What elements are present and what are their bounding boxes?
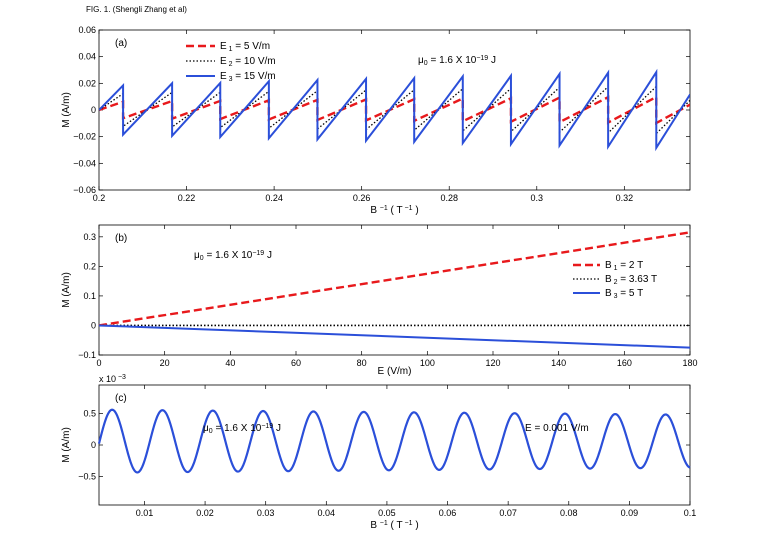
panel-c: 0.01 0.02 0.03 0.04 0.05 0.06 0.07 0.08 0.09 0.1 −… [61,374,696,531]
y-tick-label: 0.2 [83,261,96,271]
x-tick-label: 0.02 [196,508,214,518]
y-tick-label: −0.1 [78,350,96,360]
legend-label-e3: E 3 = 15 V/m [220,71,276,83]
x-tick-label: 0.01 [136,508,154,518]
e-annotation: E = 0.001 V/m [525,423,589,434]
y-multiplier: x 10 −3 [99,374,126,384]
legend-label-b2: B 2 = 3.63 T [605,274,657,286]
y-axis-label: M (A/m) [61,272,72,308]
x-tick-label: 0.04 [318,508,336,518]
x-tick-label: 0.07 [499,508,517,518]
x-axis-label: B −1 ( T −1 ) [370,520,418,531]
mu-annotation: μ0 = 1.6 X 10−19 J [194,250,272,262]
panel-label: (a) [115,38,127,49]
x-tick-label: 120 [485,358,500,368]
x-tick-label: 0.3 [531,193,544,203]
y-tick-label: 0 [91,320,96,330]
x-tick-label: 0.28 [440,193,458,203]
x-tick-label: 0.09 [621,508,639,518]
figure-caption: FIG. 1. (Shengli Zhang et al) [86,5,187,14]
x-tick-label: 0.2 [93,193,106,203]
series-line-b3 [98,324,691,349]
y-axis-label: M (A/m) [61,427,72,463]
plot-frame [98,29,691,191]
y-axis-label: M (A/m) [61,92,72,128]
x-axis-label: E (V/m) [378,366,412,377]
x-tick-label: 0.26 [353,193,371,203]
x-tick-label: 180 [682,358,697,368]
x-tick-label: 20 [160,358,170,368]
legend-label-b3: B 3 = 5 T [605,288,643,300]
x-tick-label: 160 [617,358,632,368]
y-tick-label: 0.5 [83,408,96,418]
legend-label-e1: E 1 = 5 V/m [220,41,270,53]
panel-b: 0 20 40 60 80 100 120 140 160 180−0.100.10.20.3M … [61,224,698,377]
x-tick-label: 0.08 [560,508,578,518]
series-line-b1 [98,231,691,327]
x-tick-label: 0 [96,358,101,368]
y-tick-label: 0.04 [78,52,96,62]
series-line-e2 [99,84,690,136]
x-tick-label: 0.22 [178,193,196,203]
panel-label: (c) [115,393,127,404]
x-tick-label: 0.06 [439,508,457,518]
x-tick-label: 140 [551,358,566,368]
y-tick-label: 0 [91,440,96,450]
mu-annotation: μ0 = 1.6 X 10−19 J [203,423,281,435]
x-tick-label: 0.32 [616,193,634,203]
plot-frame [98,224,691,356]
x-tick-label: 80 [357,358,367,368]
panel-label: (b) [115,233,127,244]
y-tick-label: −0.5 [78,472,96,482]
panel-a: 0.2 0.22 0.24 0.26 0.28 0.3 0.32 −0.06 −0.04 −0.0… [61,25,691,216]
x-tick-label: 0.24 [265,193,283,203]
series-line-e3 [99,68,690,152]
x-axis-label: B −1 ( T −1 ) [370,205,418,216]
y-tick-label: 0 [91,105,96,115]
x-tick-label: 100 [420,358,435,368]
legend-label-e2: E 2 = 10 V/m [220,56,276,68]
series-line-c [97,408,691,474]
mu-annotation: μ0 = 1.6 X 10−19 J [418,55,496,67]
y-tick-label: 0.02 [78,78,96,88]
y-tick-label: −0.04 [73,158,96,168]
legend-label-b1: B 1 = 2 T [605,260,643,272]
y-tick-label: −0.02 [73,132,96,142]
y-tick-label: 0.1 [83,291,96,301]
y-tick-label: 0.3 [83,232,96,242]
x-tick-label: 60 [291,358,301,368]
y-tick-label: −0.06 [73,185,96,195]
x-tick-label: 40 [225,358,235,368]
y-tick-label: 0.06 [78,25,96,35]
x-tick-label: 0.1 [684,508,697,518]
x-tick-label: 0.03 [257,508,275,518]
x-tick-label: 0.05 [378,508,396,518]
